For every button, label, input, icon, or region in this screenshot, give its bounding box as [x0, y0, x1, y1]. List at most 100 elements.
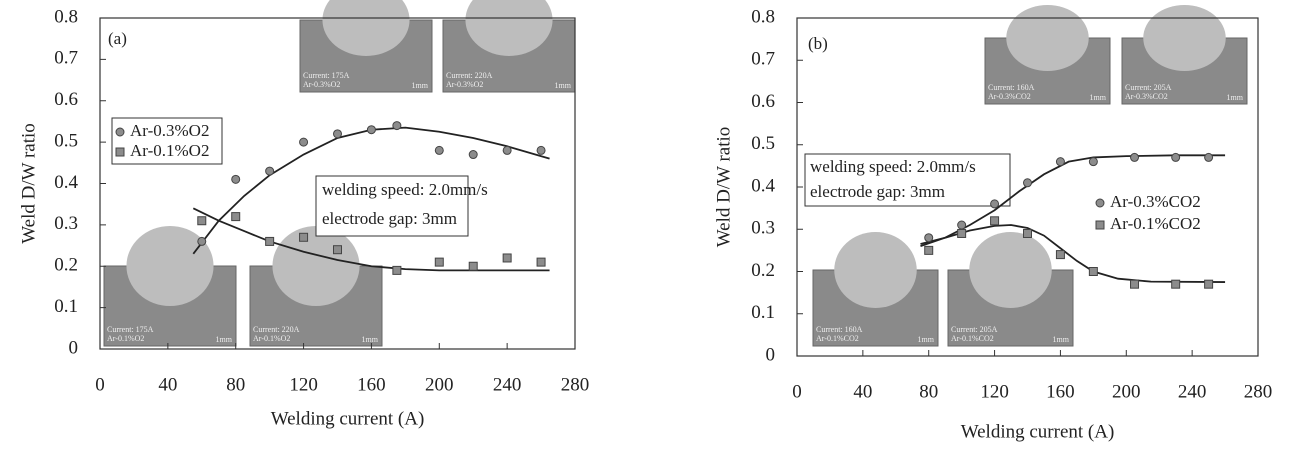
point — [366, 125, 376, 135]
point — [434, 145, 444, 155]
y-tick-label: 0.8 — [751, 6, 775, 27]
point — [990, 216, 1000, 226]
inset-label: 1mm — [412, 81, 429, 90]
x-tick-label: 80 — [226, 374, 245, 395]
inset-label: Current: 220A — [446, 71, 493, 80]
inset-label: 1mm — [1227, 93, 1244, 102]
y-tick-label: 0.6 — [54, 89, 78, 110]
point — [990, 199, 1000, 209]
x-tick-label: 80 — [919, 381, 938, 402]
point — [1171, 279, 1181, 289]
point — [502, 145, 512, 155]
fit-curve — [192, 126, 550, 255]
y-tick-label: 0.1 — [54, 296, 78, 317]
legend-marker — [1095, 198, 1105, 208]
inset-label: Ar-0.1%CO2 — [951, 334, 994, 343]
y-tick-label: 0.3 — [54, 213, 78, 234]
point — [1088, 157, 1098, 167]
weld-pool — [465, 0, 553, 56]
point — [265, 166, 275, 176]
point — [1055, 250, 1065, 260]
annotation-box — [315, 175, 469, 237]
point — [1130, 279, 1140, 289]
point — [1171, 152, 1181, 162]
point — [299, 137, 309, 147]
weld-pool — [969, 232, 1052, 308]
legend-marker — [115, 147, 125, 157]
x-axis-label: Welding current (A) — [271, 408, 425, 429]
y-tick-label: 0.4 — [54, 172, 78, 193]
inset-label: Ar-0.3%CO2 — [1125, 92, 1168, 101]
x-tick-label: 280 — [561, 374, 590, 395]
inset-label: Current: 160A — [816, 325, 863, 334]
inset-label: 1mm — [362, 335, 379, 344]
point — [333, 129, 342, 139]
point — [468, 150, 478, 160]
y-tick-label: 0.4 — [751, 175, 775, 196]
x-tick-label: 0 — [792, 381, 802, 402]
legend-label: Ar-0.1%CO2 — [1110, 214, 1201, 233]
point — [265, 236, 275, 246]
point — [1204, 152, 1214, 162]
y-axis-label: Weld D/W ratio — [713, 127, 734, 248]
inset-label: 1mm — [216, 335, 233, 344]
y-tick-label: 0.1 — [751, 302, 775, 323]
weld-pool — [1006, 5, 1089, 71]
inset-label: Ar-0.1%O2 — [107, 334, 144, 343]
x-tick-label: 40 — [853, 381, 872, 402]
legend-label: Ar-0.3%CO2 — [1110, 192, 1201, 211]
x-axis-label: Welding current (A) — [961, 421, 1115, 442]
point — [434, 257, 444, 267]
point — [197, 236, 207, 246]
annotation-box — [804, 153, 1011, 207]
point — [536, 257, 546, 267]
inset-label: Current: 205A — [951, 325, 998, 334]
point — [502, 253, 512, 263]
inset-label: 1mm — [1053, 335, 1070, 344]
y-tick-label: 0 — [766, 344, 776, 365]
inset-label: Ar-0.3%O2 — [446, 80, 483, 89]
inset-label: 1mm — [1090, 93, 1107, 102]
point — [392, 121, 402, 131]
weld-pool — [272, 226, 360, 306]
panel-label: (b) — [808, 34, 828, 53]
y-tick-label: 0.7 — [54, 48, 78, 69]
y-tick-label: 0.2 — [751, 260, 775, 281]
legend-box — [111, 117, 223, 165]
inset-label: Current: 220A — [253, 325, 300, 334]
panel-label: (a) — [108, 29, 127, 48]
legend-label: Ar-0.1%O2 — [130, 141, 209, 160]
legend-marker — [1095, 220, 1105, 230]
inset-label: Ar-0.1%CO2 — [816, 334, 859, 343]
inset-label: Current: 175A — [303, 71, 350, 80]
inset-label: Current: 160A — [988, 83, 1035, 92]
point — [231, 212, 241, 222]
fit-curve — [192, 207, 550, 272]
x-tick-label: 40 — [158, 374, 177, 395]
inset-label: Ar-0.3%O2 — [303, 80, 340, 89]
x-tick-label: 200 — [425, 374, 454, 395]
x-tick-label: 0 — [95, 374, 105, 395]
y-tick-label: 0.3 — [751, 218, 775, 239]
y-tick-label: 0.6 — [751, 91, 775, 112]
annotation: welding speed: 2.0mm/s — [322, 180, 488, 199]
x-tick-label: 120 — [980, 381, 1009, 402]
point — [468, 261, 478, 271]
point — [1023, 178, 1032, 188]
point — [924, 233, 934, 243]
point — [957, 220, 967, 230]
x-tick-label: 240 — [1178, 381, 1207, 402]
point — [231, 174, 241, 184]
inset-label: Ar-0.1%O2 — [253, 334, 290, 343]
legend-label: Ar-0.3%O2 — [130, 121, 209, 140]
x-tick-label: 120 — [289, 374, 318, 395]
y-tick-label: 0.5 — [751, 133, 775, 154]
legend-marker — [115, 127, 125, 137]
x-tick-label: 160 — [357, 374, 386, 395]
inset-label: Current: 175A — [107, 325, 154, 334]
point — [1088, 267, 1098, 276]
